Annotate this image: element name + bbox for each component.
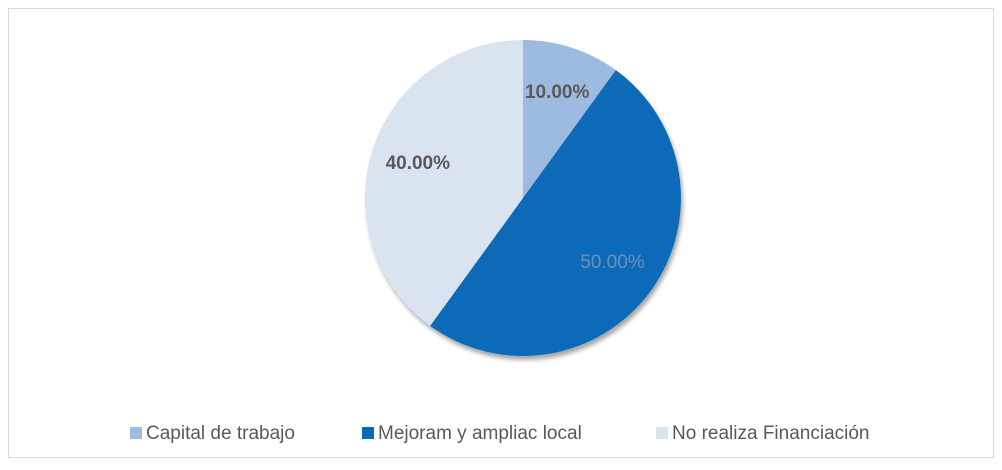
pie <box>365 40 681 356</box>
legend-swatch <box>656 427 668 439</box>
pie-slice <box>365 40 523 326</box>
data-labels: 10.00% 50.00% 40.00% <box>386 82 645 273</box>
pie-slice <box>523 40 616 198</box>
pie-slice <box>430 70 681 356</box>
data-label: 50.00% <box>580 252 645 273</box>
legend-swatch <box>130 427 142 439</box>
legend-label: No realiza Financiación <box>672 423 870 444</box>
legend-swatch <box>362 427 374 439</box>
legend-label: Mejoram y ampliac local <box>378 423 582 444</box>
legend: Capital de trabajo Mejoram y ampliac loca… <box>130 423 870 444</box>
data-label: 10.00% <box>525 82 590 103</box>
legend-label: Capital de trabajo <box>146 423 295 444</box>
data-label: 40.00% <box>386 153 451 174</box>
